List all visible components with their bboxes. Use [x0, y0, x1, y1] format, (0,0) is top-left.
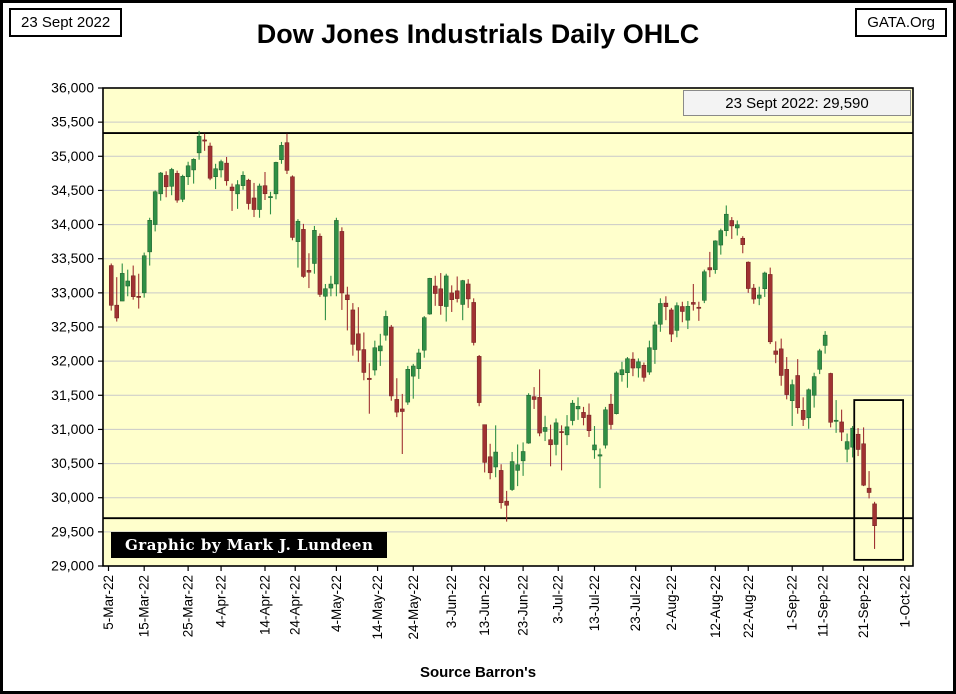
source-label: Source Barron's: [419, 664, 537, 681]
svg-text:34,000: 34,000: [51, 216, 94, 232]
svg-text:33,000: 33,000: [51, 284, 94, 300]
svg-text:5-Mar-22: 5-Mar-22: [101, 575, 116, 630]
y-axis: 36,000 35,500 35,000 34,500 34,000 33,500 33,0…: [51, 80, 103, 574]
svg-text:2-Aug-22: 2-Aug-22: [664, 575, 679, 631]
svg-text:21-Sep-22: 21-Sep-22: [856, 575, 871, 638]
highlight-box: [853, 399, 905, 561]
svg-text:36,000: 36,000: [51, 80, 94, 96]
svg-text:13-Jul-22: 13-Jul-22: [587, 575, 602, 631]
report-date-box: 23 Sept 2022: [9, 8, 123, 37]
svg-text:24-Apr-22: 24-Apr-22: [288, 575, 303, 635]
svg-text:12-Aug-22: 12-Aug-22: [708, 575, 723, 638]
svg-text:35,500: 35,500: [51, 114, 94, 130]
svg-text:13-Jun-22: 13-Jun-22: [477, 575, 492, 636]
svg-text:31,500: 31,500: [51, 387, 94, 403]
svg-text:23-Jul-22: 23-Jul-22: [628, 575, 643, 631]
svg-text:31,000: 31,000: [51, 421, 94, 437]
svg-text:14-May-22: 14-May-22: [370, 575, 385, 640]
x-axis: 5-Mar-22 15-Mar-22 25-Mar-22 4-Apr-22 14-Apr…: [101, 566, 912, 640]
svg-text:34,500: 34,500: [51, 182, 94, 198]
svg-text:3-Jun-22: 3-Jun-22: [444, 575, 459, 628]
svg-text:30,500: 30,500: [51, 455, 94, 471]
svg-text:23-Jun-22: 23-Jun-22: [516, 575, 531, 636]
svg-text:3-Jul-22: 3-Jul-22: [551, 575, 566, 624]
gata-org-link[interactable]: GATA.Org: [855, 8, 947, 37]
svg-text:15-Mar-22: 15-Mar-22: [137, 575, 152, 637]
svg-text:24-May-22: 24-May-22: [406, 575, 421, 640]
svg-text:32,000: 32,000: [51, 353, 94, 369]
svg-text:14-Apr-22: 14-Apr-22: [258, 575, 273, 635]
svg-text:22-Aug-22: 22-Aug-22: [741, 575, 756, 638]
candles: [108, 130, 877, 549]
support-resistance-lines: [103, 132, 913, 520]
svg-text:25-Mar-22: 25-Mar-22: [181, 575, 196, 637]
svg-text:1-Sep-22: 1-Sep-22: [785, 575, 800, 631]
svg-text:11-Sep-22: 11-Sep-22: [815, 575, 830, 637]
svg-text:35,000: 35,000: [51, 148, 94, 164]
svg-text:1-Oct-22: 1-Oct-22: [897, 575, 912, 628]
svg-text:29,500: 29,500: [51, 523, 94, 539]
svg-text:4-May-22: 4-May-22: [329, 575, 344, 632]
svg-text:29,000: 29,000: [51, 558, 94, 574]
svg-text:33,500: 33,500: [51, 250, 94, 266]
latest-value-callout: 23 Sept 2022: 29,590: [683, 90, 911, 116]
dow-ohlc-chart: 36,000 35,500 35,000 34,500 34,000 33,500 33,0…: [51, 80, 914, 640]
svg-text:32,500: 32,500: [51, 319, 94, 335]
credit-watermark: Graphic by Mark J. Lundeen: [111, 532, 388, 558]
svg-text:4-Apr-22: 4-Apr-22: [214, 575, 229, 628]
page-title: Dow Jones Industrials Daily OHLC: [256, 19, 700, 49]
svg-text:30,000: 30,000: [51, 489, 94, 505]
